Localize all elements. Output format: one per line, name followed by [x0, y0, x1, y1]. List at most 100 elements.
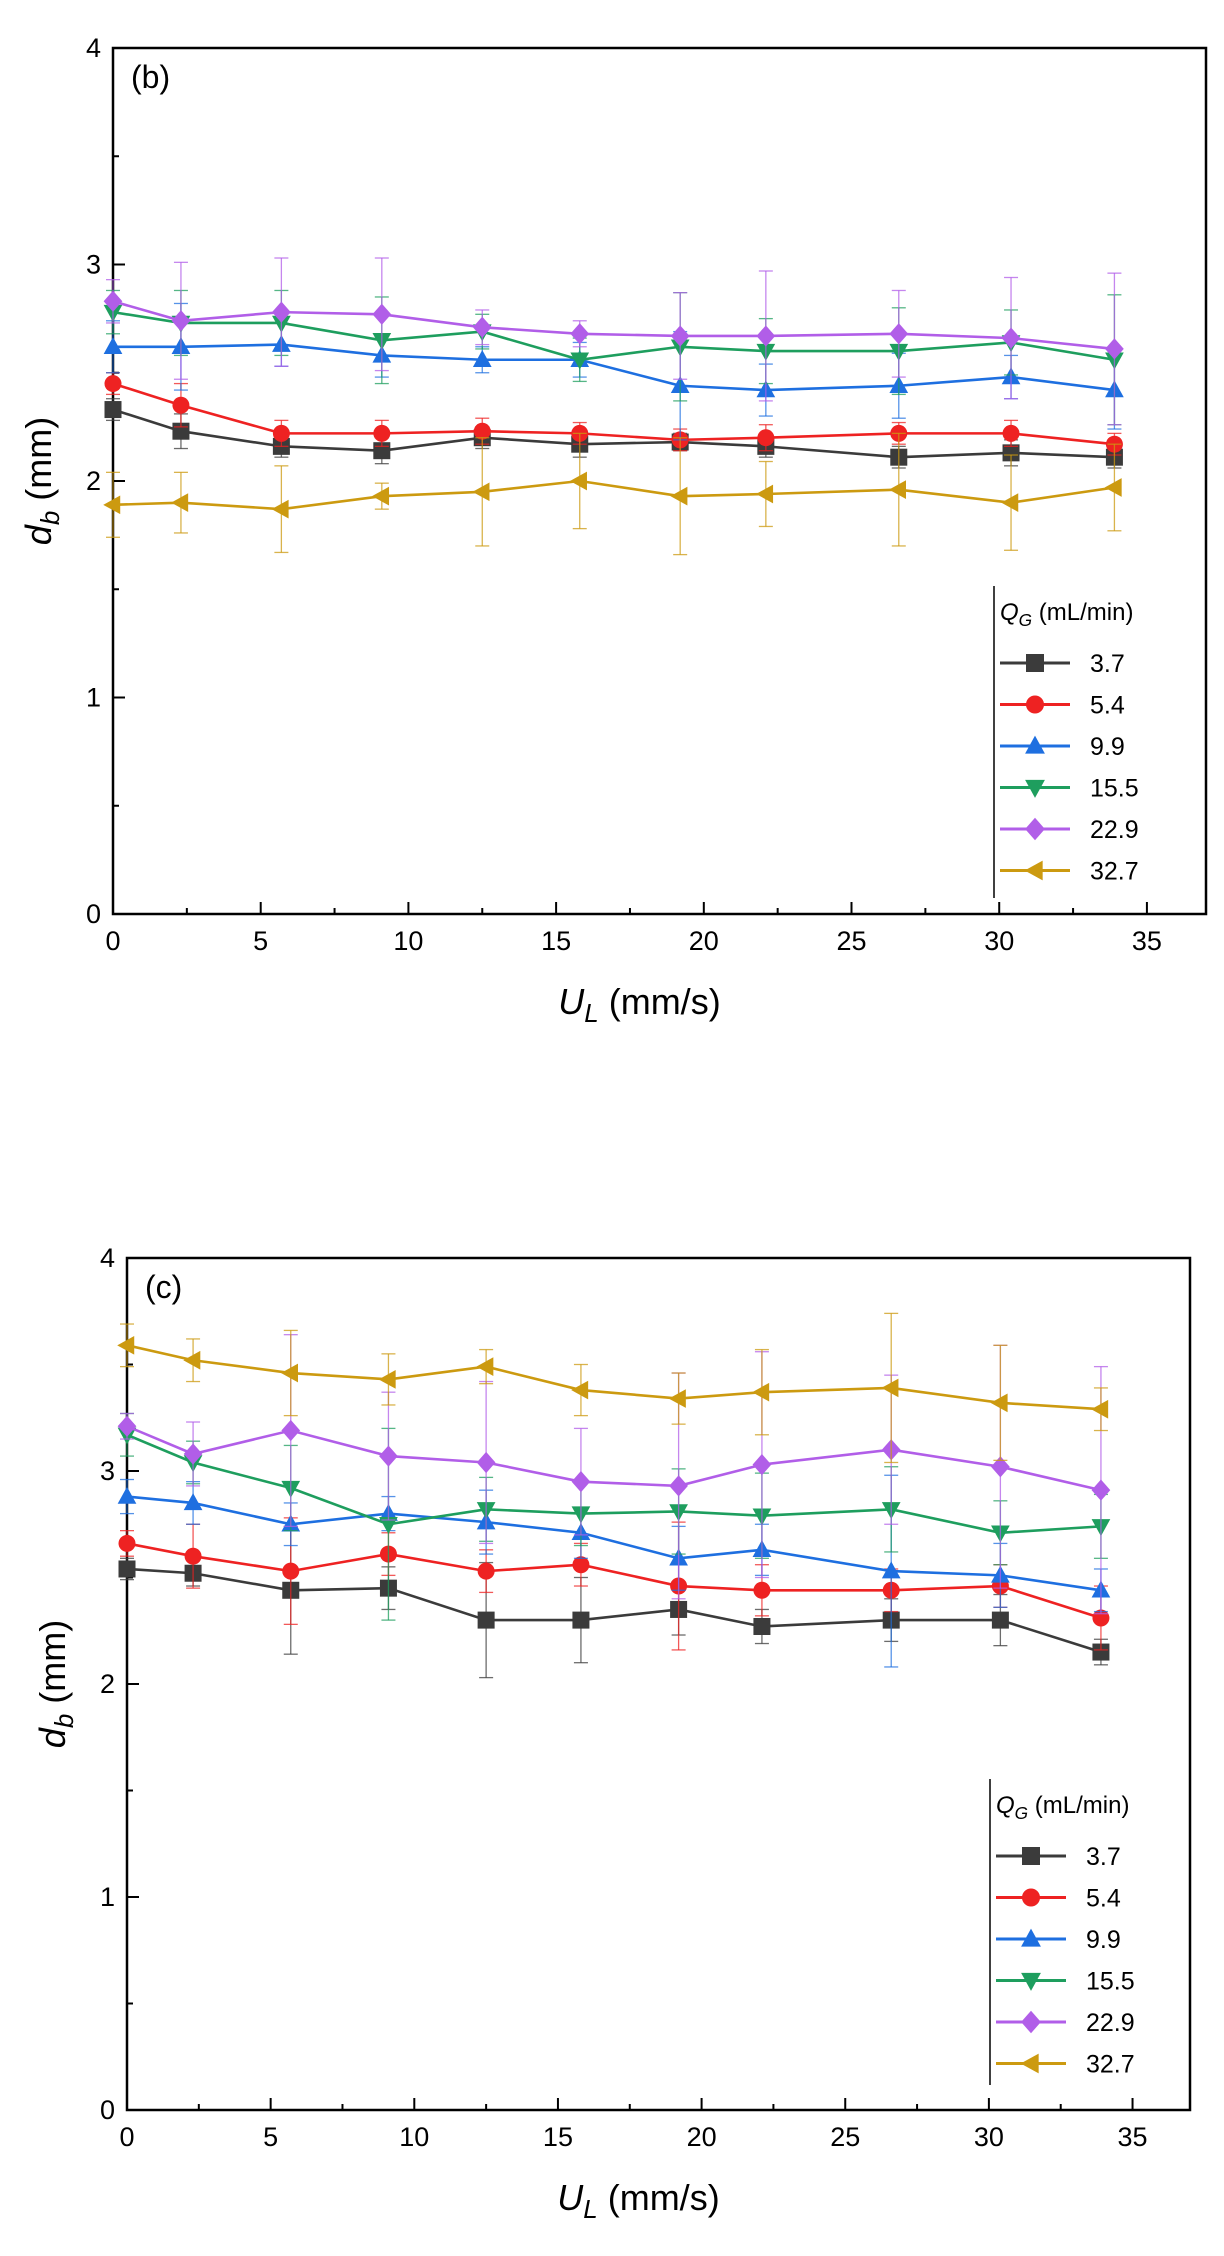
legend-marker	[1022, 1888, 1040, 1907]
data-point	[1001, 327, 1021, 349]
data-point	[172, 396, 190, 414]
x-axis-title: UL (mm/s)	[557, 2177, 719, 2224]
y-tick-label: 4	[100, 1243, 115, 1273]
x-tick-label: 15	[541, 926, 571, 956]
chart-panel-c: 0 1 2 3 4 0 5 10 15 20 25 30 35 UL (mm/s) db (mm) (c) QG…	[32, 1243, 1192, 2224]
data-point	[668, 1389, 686, 1408]
data-point	[990, 1393, 1008, 1413]
data-point	[183, 1493, 203, 1511]
data-point	[118, 1560, 136, 1578]
series-5.4	[104, 372, 1123, 456]
data-point	[670, 325, 690, 347]
x-tick-label: 30	[984, 926, 1014, 956]
data-point	[881, 1561, 901, 1579]
data-point	[752, 1382, 770, 1402]
legend: QG (mL/min) 3.7 5.4 9.9 15.5 22.9 32.7	[993, 586, 1139, 898]
data-point	[104, 375, 122, 393]
data-point	[881, 1378, 899, 1398]
data-point	[1105, 338, 1124, 360]
data-point	[757, 429, 775, 447]
series-line	[126, 1425, 1102, 1492]
legend-marker	[1026, 654, 1044, 672]
legend-label: 32.7	[1090, 858, 1139, 886]
series-3.7	[118, 1525, 1110, 1679]
x-tick-label: 10	[393, 926, 423, 956]
data-point	[889, 480, 907, 500]
data-point	[570, 352, 590, 370]
data-point	[373, 424, 391, 442]
legend-label: 9.9	[1086, 1926, 1121, 1954]
x-tick-label: 15	[543, 2122, 573, 2152]
data-point	[753, 1617, 771, 1635]
data-point	[171, 310, 191, 332]
data-point	[472, 349, 492, 367]
y-tick-label: 2	[100, 1669, 115, 1699]
data-point	[477, 1611, 495, 1629]
data-point	[103, 290, 123, 312]
x-tick-label: 25	[836, 926, 866, 956]
data-point	[569, 471, 587, 491]
legend-label: 5.4	[1090, 692, 1125, 720]
x-tick-label: 35	[1132, 926, 1162, 956]
legend-marker	[1021, 1928, 1041, 1947]
x-tick-label: 5	[253, 926, 268, 956]
data-point	[379, 1517, 398, 1535]
data-point	[476, 1357, 494, 1376]
y-axis-title: db (mm)	[32, 1620, 79, 1748]
data-point	[103, 336, 123, 354]
data-point	[271, 499, 289, 519]
x-tick-label: 0	[105, 926, 120, 956]
x-tick-label: 20	[687, 2122, 717, 2152]
series-32.7	[103, 432, 1122, 556]
y-tick-label: 1	[100, 1882, 115, 1912]
data-point	[572, 1611, 590, 1629]
data-point	[183, 1443, 203, 1465]
data-point	[117, 1486, 137, 1504]
legend-label: 3.7	[1090, 650, 1125, 678]
series-line	[126, 1542, 1102, 1620]
data-point	[476, 1451, 496, 1474]
y-tick-label: 1	[86, 683, 101, 713]
legend-title: QG (mL/min)	[996, 1792, 1129, 1823]
data-point	[117, 1415, 137, 1437]
data-point	[670, 486, 688, 506]
legend-marker	[1022, 1847, 1040, 1865]
data-point	[889, 323, 909, 345]
data-point	[752, 1453, 772, 1476]
legend-label: 22.9	[1090, 816, 1139, 844]
y-tick-label: 3	[86, 250, 101, 280]
data-point	[379, 1445, 398, 1467]
data-point	[571, 1471, 591, 1493]
y-tick-label: 4	[86, 33, 101, 63]
y-tick-label: 0	[100, 2095, 115, 2125]
data-point	[272, 424, 290, 442]
data-point	[991, 1456, 1010, 1478]
legend-marker	[1025, 735, 1045, 754]
data-point	[477, 1562, 495, 1580]
legend-title: QG (mL/min)	[1000, 599, 1133, 630]
data-point	[572, 1556, 590, 1574]
chart-panel-b: 0 1 2 3 4 0 5 10 15 20 25 30 35 UL (mm/s) db (mm) (b) QG…	[18, 33, 1208, 1028]
data-point	[1001, 493, 1019, 512]
data-point	[378, 1370, 396, 1389]
data-point	[1002, 444, 1020, 462]
data-point	[570, 323, 590, 345]
x-tick-label: 30	[974, 2122, 1004, 2152]
data-point	[571, 1380, 589, 1400]
y-tick-label: 0	[86, 899, 101, 929]
data-point	[118, 1534, 136, 1552]
data-point	[272, 301, 291, 323]
series-15.5	[117, 1412, 1111, 1621]
data-point	[1002, 424, 1020, 442]
data-point	[756, 325, 776, 347]
x-tick-label: 5	[263, 2122, 278, 2152]
series-line	[126, 1495, 1102, 1592]
legend-label: 22.9	[1086, 2009, 1135, 2037]
data-point	[184, 1547, 202, 1565]
x-tick-label: 10	[399, 2122, 429, 2152]
data-point	[472, 316, 492, 338]
data-point	[1092, 1643, 1110, 1661]
series-32.7	[117, 1312, 1109, 1464]
legend-label: 15.5	[1086, 1968, 1135, 1996]
series-5.4	[118, 1517, 1110, 1651]
